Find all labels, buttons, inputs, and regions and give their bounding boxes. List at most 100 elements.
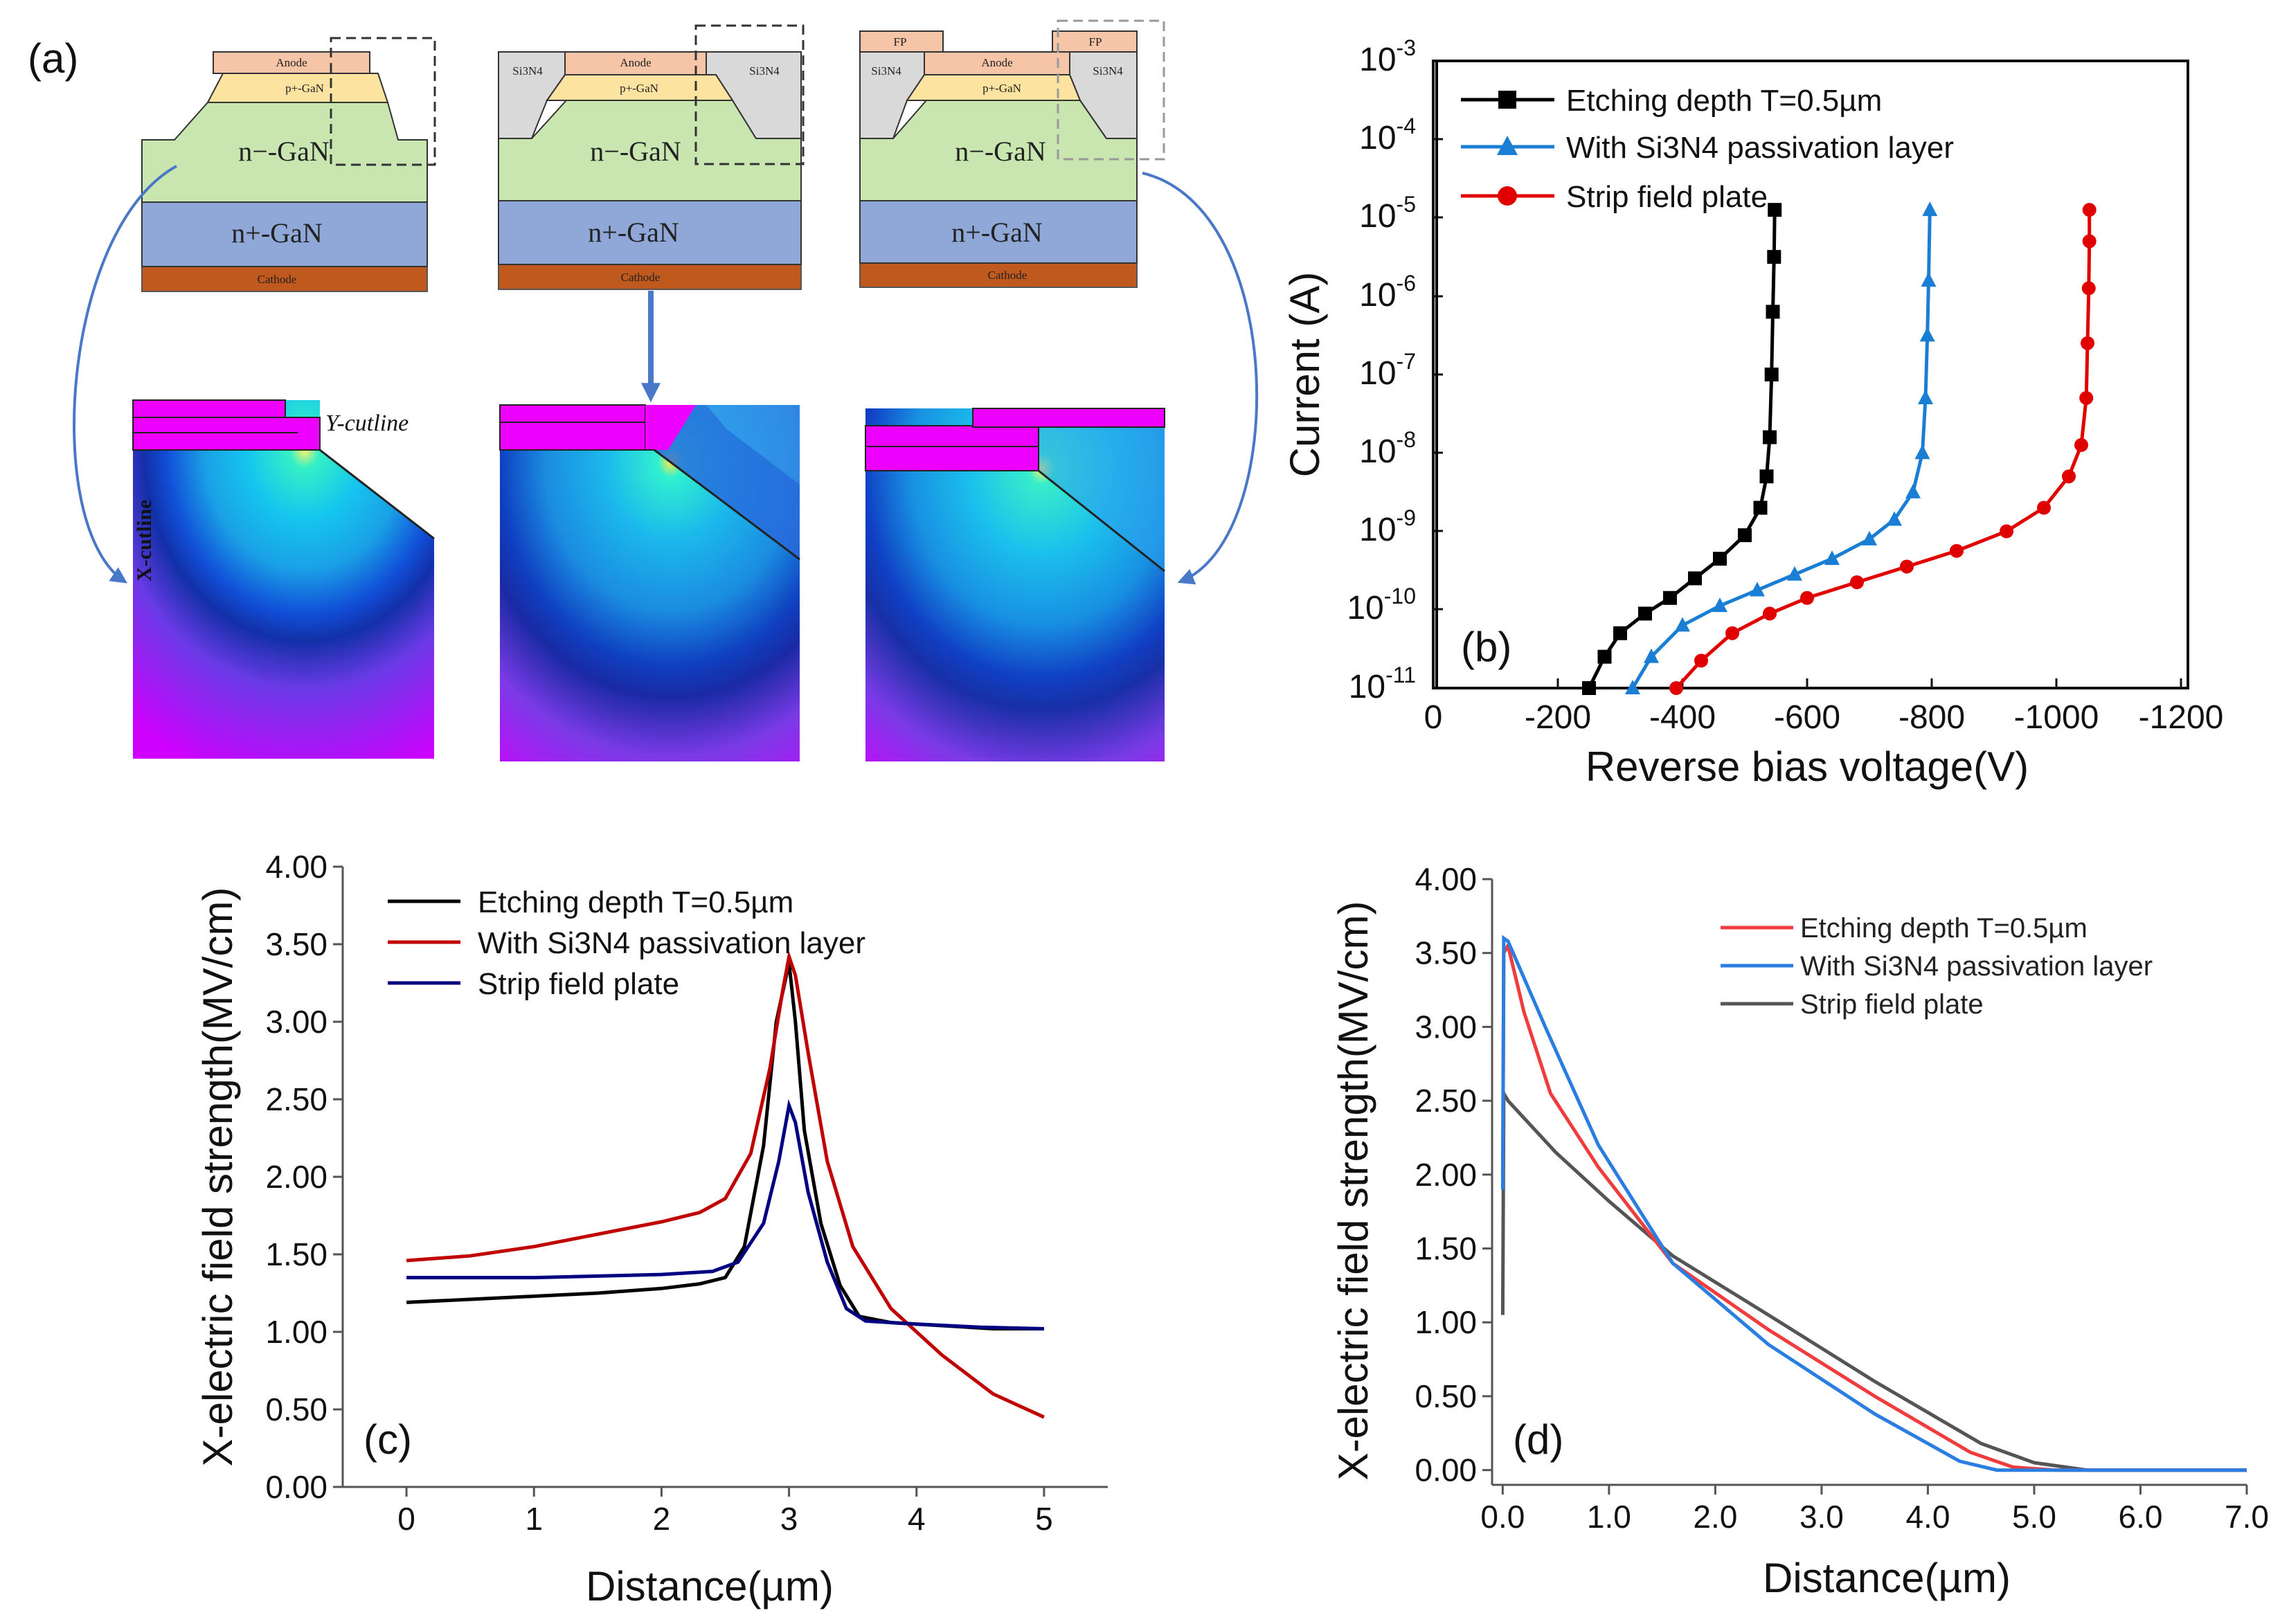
b-xtick-1000: -1000 xyxy=(2014,678,2099,736)
b-xtick-1200: -1200 xyxy=(2139,678,2224,736)
d-series-2 xyxy=(1500,1087,2247,1472)
c-xtick-label-2: 2 xyxy=(653,1501,671,1537)
b-marker-1-1 xyxy=(1644,648,1659,663)
c-ytick-label-4: 2.00 xyxy=(265,1159,327,1195)
b-marker-2-12 xyxy=(2079,390,2094,405)
b-marker-2-0 xyxy=(1669,681,1683,695)
d-ytick-label-8: 4.00 xyxy=(1415,861,1477,897)
c-ytick-label-1: 0.50 xyxy=(265,1391,327,1427)
c-ytick-label-0: 0.00 xyxy=(265,1469,327,1505)
c-ytick-label-7: 3.50 xyxy=(265,926,327,962)
d-xtick-label-7: 7.0 xyxy=(2225,1499,2269,1535)
b-legend: Etching depth T=0.5µm With Si3N4 passiva… xyxy=(1461,84,1954,214)
b-ytick-m7: 10-7 xyxy=(1359,349,1443,392)
ngan-minus-label: n−-GaN xyxy=(238,136,329,167)
field-map-1: Y-cutline X-cutline xyxy=(132,399,435,759)
b-marker-2-10 xyxy=(2062,469,2076,484)
b-xtick-800: -800 xyxy=(1898,678,1965,736)
c-legend-item-2: Strip field plate xyxy=(388,967,679,1001)
layer-anode xyxy=(213,51,370,74)
svg-text:10-11: 10-11 xyxy=(1349,662,1416,705)
d-series-1 xyxy=(1500,935,2247,1472)
d-ytick-label-7: 3.50 xyxy=(1415,935,1477,971)
svg-text:Strip field plate: Strip field plate xyxy=(1800,989,1984,1020)
b-marker-1-4 xyxy=(1750,581,1765,597)
b-legend-item-2: Strip field plate xyxy=(1461,180,1768,214)
d-xtick-label-0: 0.0 xyxy=(1480,1499,1525,1535)
pgan-label: p+-GaN xyxy=(285,82,324,95)
layer-p-gan xyxy=(546,74,734,101)
d-yticks: 0.00 0.50 1.00 1.50 2.00 2.50 3.00 3.50 4.00 xyxy=(1415,861,1492,1488)
b-ytick-m6: 10-6 xyxy=(1359,271,1443,314)
b-marker-2-6 xyxy=(1900,559,1914,574)
b-ytick-m5: 10-5 xyxy=(1359,192,1443,235)
b-legend-item-1: With Si3N4 passivation layer xyxy=(1461,131,1954,165)
b-marker-0-8 xyxy=(1753,500,1768,515)
b-marker-2-8 xyxy=(2000,524,2013,539)
b-marker-1-10 xyxy=(1914,444,1930,460)
b-marker-1-12 xyxy=(1919,327,1935,342)
panel-label-a: (a) xyxy=(28,35,78,82)
b-xtick-600: -600 xyxy=(1774,678,1840,736)
svg-text:Etching depth T=0.5µm: Etching depth T=0.5µm xyxy=(1800,913,2088,944)
b-series-2-markers xyxy=(1669,203,2097,695)
svg-text:10-3: 10-3 xyxy=(1359,35,1416,78)
b-xtick-0: 0 xyxy=(1424,678,1443,736)
c-series-2 xyxy=(406,1099,1044,1330)
b-marker-2-13 xyxy=(2081,336,2094,350)
b-marker-1-0 xyxy=(1625,680,1640,694)
anode-label: Anode xyxy=(981,56,1012,69)
b-marker-2-5 xyxy=(1850,575,1864,590)
b-series-1-markers xyxy=(1625,201,1938,694)
layer-n-plus-gan xyxy=(859,200,1138,264)
d-ytick-label-4: 2.00 xyxy=(1415,1157,1477,1193)
ngan-plus-label: n+-GaN xyxy=(951,217,1042,248)
c-ytick-label-8: 4.00 xyxy=(265,849,327,885)
b-marker-2-7 xyxy=(1950,543,1964,558)
cathode-label: Cathode xyxy=(988,269,1027,282)
si3n4-left-label: Si3N4 xyxy=(871,64,901,78)
b-marker-2-11 xyxy=(2074,437,2088,452)
d-ytick-label-1: 0.50 xyxy=(1415,1378,1477,1414)
svg-text:Strip field plate: Strip field plate xyxy=(1566,180,1768,214)
b-series-0-markers xyxy=(1582,203,1782,695)
b-marker-0-1 xyxy=(1597,649,1612,664)
b-marker-0-9 xyxy=(1759,469,1774,484)
b-marker-0-5 xyxy=(1688,571,1702,586)
layer-n-plus-gan xyxy=(498,200,802,265)
b-marker-1-14 xyxy=(1922,201,1938,217)
fp-right-label: FP xyxy=(1089,35,1102,48)
field-map-2 xyxy=(499,404,800,761)
c-series-1 xyxy=(406,950,1045,1419)
si3n4-left-label: Si3N4 xyxy=(512,64,543,78)
d-xticks: 0.0 1.0 2.0 3.0 4.0 5.0 6.0 7.0 xyxy=(1480,1485,2269,1535)
svg-text:-1200: -1200 xyxy=(2139,699,2224,736)
svg-text:Etching depth T=0.5µm: Etching depth T=0.5µm xyxy=(478,885,793,919)
d-ytick-label-5: 2.50 xyxy=(1415,1083,1477,1119)
c-xlabel: Distance(µm) xyxy=(586,1563,834,1609)
b-ytick-m4: 10-4 xyxy=(1359,114,1443,156)
b-marker-2-16 xyxy=(2082,203,2097,217)
pgan-label: p+-GaN xyxy=(620,82,658,95)
x-cutline-label: X-cutline xyxy=(133,500,156,581)
field-plate-left xyxy=(859,30,944,53)
c-legend-item-0: Etching depth T=0.5µm xyxy=(388,885,793,919)
svg-text:0: 0 xyxy=(1424,699,1443,736)
b-marker-0-11 xyxy=(1764,368,1779,381)
svg-text:10-4: 10-4 xyxy=(1359,114,1416,156)
b-legend-item-0: Etching depth T=0.5µm xyxy=(1461,84,1882,118)
b-marker-0-13 xyxy=(1767,250,1781,264)
zoom-box xyxy=(330,37,436,166)
b-marker-0-6 xyxy=(1713,552,1727,566)
d-xtick-label-2: 2.0 xyxy=(1693,1499,1737,1535)
b-marker-0-10 xyxy=(1763,430,1777,444)
svg-text:10-6: 10-6 xyxy=(1359,271,1416,314)
panel-label-c: (c) xyxy=(363,1416,412,1463)
layer-n-plus-gan xyxy=(141,201,428,267)
b-ytick-m11: 10-11 xyxy=(1349,662,1443,705)
c-ytick-label-5: 2.50 xyxy=(265,1081,327,1117)
device-field-plate: FP FP Anode p+-GaN Si3N4 Si3N4 n−-GaN n+… xyxy=(859,19,1165,288)
b-marker-1-2 xyxy=(1675,617,1690,632)
zoom-box xyxy=(1057,19,1165,161)
